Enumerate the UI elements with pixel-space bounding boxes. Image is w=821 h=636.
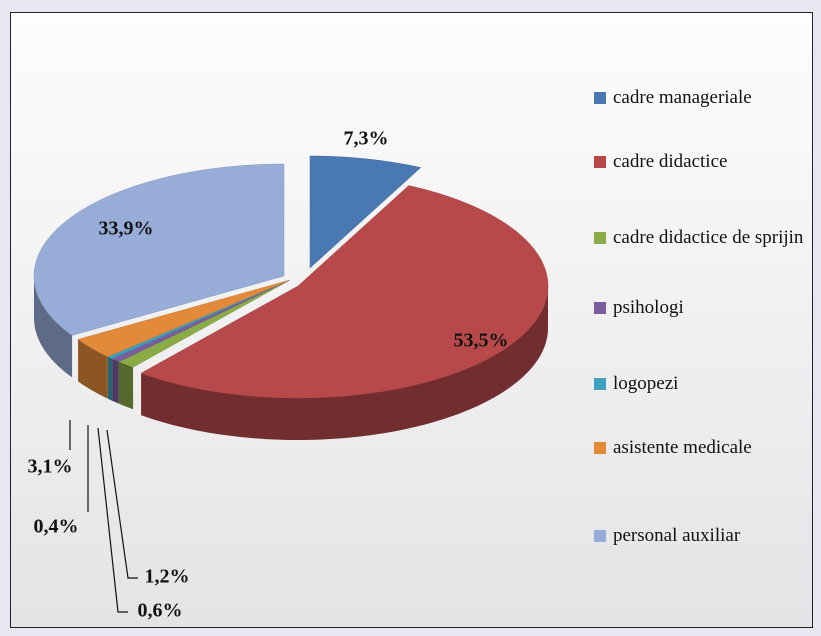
leader-line [97,427,128,613]
data-label: 53,5% [454,330,509,352]
slice [33,163,285,336]
legend-entry: asistente medicale [594,436,816,460]
slice-side [78,339,108,399]
legend-swatch [594,92,606,104]
slice [309,155,422,269]
data-label: 7,3% [344,128,389,150]
legend-label: personal auxiliar [613,525,741,546]
legend-swatch [594,378,606,390]
data-label: 0,4% [34,516,79,538]
legend-label: cadre didactice de sprijin [613,227,804,248]
legend-entry: psihologi [594,296,816,320]
legend-label: cadre manageriale [613,87,752,108]
slice-side [34,276,73,378]
legend-entry: cadre didactice de sprijin [594,226,816,250]
legend-label: cadre didactice [613,151,728,172]
slice-side [112,358,119,404]
data-label: 0,6% [138,600,183,622]
legend-label: asistente medicale [613,437,752,458]
data-label: 1,2% [145,566,190,588]
data-label: 3,1% [28,456,73,478]
legend-swatch [594,442,606,454]
legend-entry: personal auxiliar [594,524,816,548]
leader-line [106,429,138,579]
slice [140,185,549,399]
legend-label: psihologi [613,297,684,318]
legend-label: logopezi [613,373,679,394]
slice-side [118,361,134,410]
legend-entry: logopezi [594,372,816,396]
slice-side [141,286,549,440]
legend-swatch [594,530,606,542]
legend-swatch [594,302,606,314]
slice [77,279,291,357]
slice-side [107,356,113,401]
legend-swatch [594,156,606,168]
data-label: 33,9% [99,218,154,240]
legend-entry: cadre manageriale [594,86,816,110]
legend-swatch [594,232,606,244]
legend-entry: cadre didactice [594,150,816,174]
